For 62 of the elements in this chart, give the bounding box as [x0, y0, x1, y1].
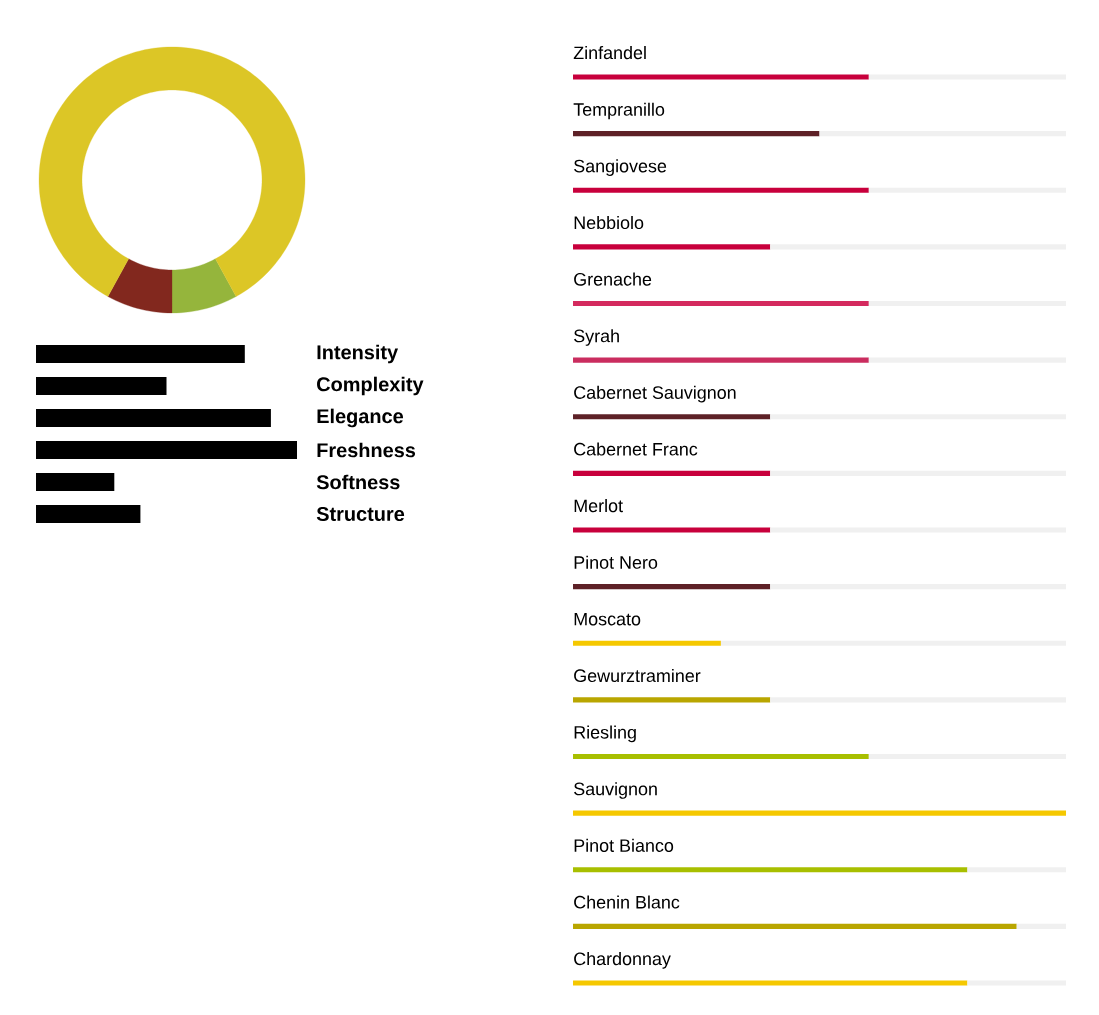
- bar: [573, 470, 771, 476]
- bar: [573, 923, 1017, 929]
- bar: [573, 697, 771, 703]
- y-tick-label: Grenache: [574, 272, 652, 286]
- bar: [573, 810, 1067, 816]
- bar: [573, 527, 771, 533]
- bar: [573, 414, 771, 420]
- y-tick-label: Structure: [316, 506, 405, 522]
- bar: [573, 584, 771, 590]
- bar: [868, 74, 1067, 80]
- bar: [573, 74, 869, 80]
- y-tick-label: Tempranillo: [573, 102, 665, 120]
- y-tick-label: Merlot: [574, 499, 623, 513]
- bar: [36, 504, 141, 523]
- y-tick-label: Freshness: [317, 442, 416, 458]
- bar: [720, 640, 1067, 646]
- bar: [770, 527, 1067, 533]
- bar: [36, 344, 245, 363]
- y-tick-label: Chardonnay: [574, 952, 671, 969]
- bar: [1016, 923, 1067, 929]
- bar: [770, 470, 1067, 476]
- bar: [573, 357, 869, 363]
- bar: [967, 867, 1067, 873]
- y-tick-label: Pinot Nero: [574, 555, 658, 569]
- bar: [573, 640, 721, 646]
- y-tick-label: Intensity: [317, 344, 399, 364]
- y-tick-label: Moscato: [574, 612, 641, 626]
- bar: [868, 357, 1067, 363]
- y-tick-label: Softness: [316, 474, 400, 490]
- y-tick-label: Sauvignon: [574, 782, 657, 799]
- bar: [573, 187, 869, 193]
- y-tick-label: Cabernet Franc: [574, 442, 698, 456]
- bar: [36, 440, 298, 459]
- bar: [36, 472, 115, 491]
- bar: [819, 131, 1067, 137]
- bar: [573, 867, 968, 873]
- bar: [770, 584, 1067, 590]
- bar: [573, 244, 771, 250]
- bar: [573, 980, 968, 986]
- y-tick-label: Riesling: [574, 725, 636, 743]
- y-tick-label: Nebbiolo: [574, 215, 644, 230]
- bar: [868, 753, 1067, 760]
- bar: [573, 753, 869, 760]
- y-tick-label: Sangiovese: [574, 159, 667, 176]
- bar: [770, 697, 1067, 703]
- bar: [967, 980, 1067, 986]
- y-tick-label: Cabernet Sauvignon: [574, 385, 736, 403]
- bar: [36, 376, 167, 395]
- bar: [770, 414, 1067, 420]
- bar: [573, 131, 820, 137]
- bar: [36, 408, 271, 427]
- y-tick-label: Complexity: [317, 376, 424, 396]
- bar: [573, 300, 869, 307]
- y-tick-label: Gewurztraminer: [574, 668, 701, 683]
- y-tick-label: Chenin Blanc: [574, 895, 680, 909]
- bar: [868, 187, 1067, 193]
- y-tick-label: Zinfandel: [573, 46, 646, 60]
- bar: [868, 300, 1067, 307]
- bar: [770, 244, 1067, 250]
- y-tick-label: Elegance: [317, 408, 404, 428]
- y-tick-label: Pinot Bianco: [574, 838, 674, 852]
- y-tick-label: Syrah: [574, 329, 619, 346]
